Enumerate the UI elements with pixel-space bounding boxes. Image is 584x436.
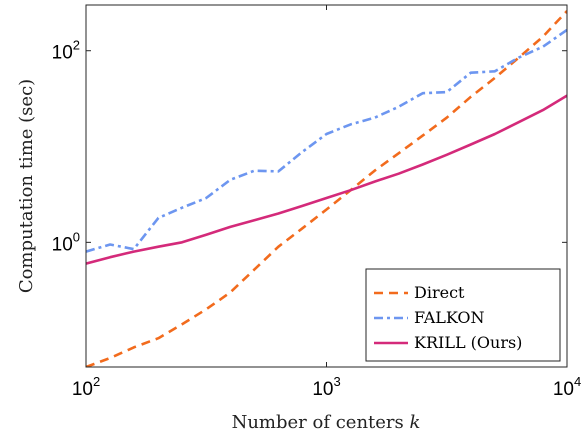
y-tick-labels: 100 102	[52, 38, 80, 256]
x-tick-label: 103	[312, 374, 340, 400]
x-tick-labels: 102 103 104	[72, 374, 581, 400]
legend-label-falkon: FALKON	[414, 308, 485, 327]
legend-label-direct: Direct	[414, 283, 465, 302]
series-line-krill-ours	[86, 94, 567, 265]
legend-label-krill-ours: KRILL (Ours)	[414, 333, 522, 352]
series-line-falkon	[86, 28, 567, 253]
x-axis-label-text: Number of centers	[232, 412, 404, 433]
y-axis-label: Computation time (sec)	[16, 79, 37, 293]
y-tick-label: 102	[52, 38, 80, 64]
x-axis-label: Number of centers k	[232, 412, 421, 433]
x-tick-label: 104	[553, 374, 581, 400]
legend-box	[365, 268, 561, 362]
legend: Direct FALKON KRILL (Ours)	[365, 268, 561, 362]
series-layer	[86, 10, 567, 367]
series-line-direct	[86, 10, 567, 367]
plot-frame	[85, 4, 568, 368]
x-tick-label: 102	[72, 374, 100, 400]
y-tick-label: 100	[52, 229, 80, 255]
x-axis-label-var: k	[410, 412, 421, 433]
